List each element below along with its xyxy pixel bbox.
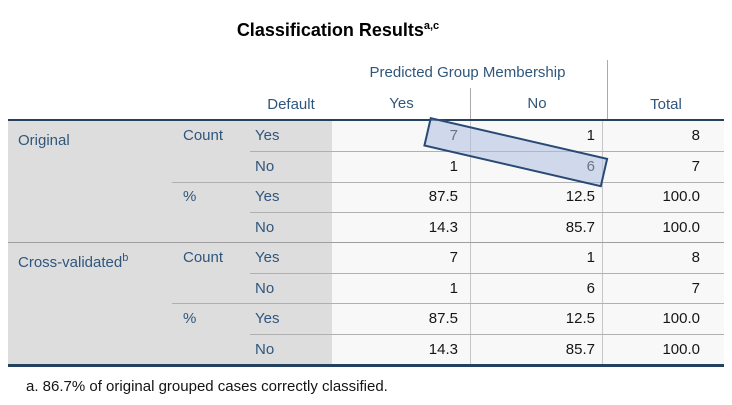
cell-crossval-pct-no-no: 85.7 xyxy=(565,341,595,358)
group-label-no: No xyxy=(255,219,275,236)
section-label-cross-validated-text: Cross-validated xyxy=(18,254,123,271)
header-yes: Yes xyxy=(389,95,414,112)
group-label-no: No xyxy=(255,280,275,297)
header-total: Total xyxy=(650,96,682,113)
row-divider xyxy=(172,182,724,183)
header-spanner-predicted-group-membership: Predicted Group Membership xyxy=(369,64,566,81)
group-label-no: No xyxy=(255,158,275,175)
header-divider-total xyxy=(607,60,608,121)
cell-original-pct-no-no: 85.7 xyxy=(565,219,595,236)
cell-original-count-no-yes: 1 xyxy=(449,158,458,175)
row-divider xyxy=(250,212,724,213)
cell-original-pct-yes-no: 12.5 xyxy=(565,188,595,205)
section-label-cross-validated-sup: b xyxy=(122,252,129,264)
section-label-original: Original xyxy=(18,126,70,149)
cell-crossval-count-no-no: 6 xyxy=(586,280,595,297)
cell-crossval-pct-yes-yes: 87.5 xyxy=(428,310,458,327)
footnote-a: a. 86.7% of original grouped cases corre… xyxy=(26,378,388,395)
row-divider xyxy=(172,303,724,304)
table-title: Classification Resultsa,c xyxy=(8,20,668,41)
table-title-footnote-marks: a,c xyxy=(423,20,440,32)
cell-crossval-count-no-yes: 1 xyxy=(449,280,458,297)
cell-crossval-pct-yes-total: 100.0 xyxy=(662,310,700,327)
table-top-border xyxy=(8,119,724,121)
cell-original-pct-yes-yes: 87.5 xyxy=(428,188,458,205)
group-label-yes: Yes xyxy=(255,188,280,205)
cell-crossval-count-yes-total: 8 xyxy=(691,249,700,266)
row-divider xyxy=(250,273,724,274)
stat-label-count: Count xyxy=(183,127,224,144)
cell-crossval-pct-yes-no: 12.5 xyxy=(565,310,595,327)
cell-original-count-no-total: 7 xyxy=(691,158,700,175)
table-title-text: Classification Results xyxy=(236,20,424,40)
stat-label-percent: % xyxy=(183,188,197,205)
row-divider xyxy=(250,334,724,335)
header-divider-yes-no xyxy=(470,88,471,121)
cell-crossval-count-yes-yes: 7 xyxy=(449,249,458,266)
stat-label-percent: % xyxy=(183,310,197,327)
table-bottom-border xyxy=(8,364,724,367)
cell-crossval-pct-no-total: 100.0 xyxy=(662,341,700,358)
group-label-no: No xyxy=(255,341,275,358)
header-default: Default xyxy=(267,96,315,113)
cell-original-pct-no-yes: 14.3 xyxy=(428,219,458,236)
section-label-original-text: Original xyxy=(18,132,70,149)
cell-original-count-yes-no: 1 xyxy=(586,127,595,144)
cell-original-pct-yes-total: 100.0 xyxy=(662,188,700,205)
section-divider xyxy=(8,242,724,243)
cell-crossval-count-no-total: 7 xyxy=(691,280,700,297)
group-label-yes: Yes xyxy=(255,310,280,327)
cell-original-count-yes-total: 8 xyxy=(691,127,700,144)
group-label-yes: Yes xyxy=(255,249,280,266)
cell-crossval-count-yes-no: 1 xyxy=(586,249,595,266)
section-label-cross-validated: Cross-validatedb xyxy=(18,248,129,271)
cell-original-pct-no-total: 100.0 xyxy=(662,219,700,236)
stat-label-count: Count xyxy=(183,249,224,266)
group-label-yes: Yes xyxy=(255,127,280,144)
header-no: No xyxy=(527,95,547,112)
cell-crossval-pct-no-yes: 14.3 xyxy=(428,341,458,358)
